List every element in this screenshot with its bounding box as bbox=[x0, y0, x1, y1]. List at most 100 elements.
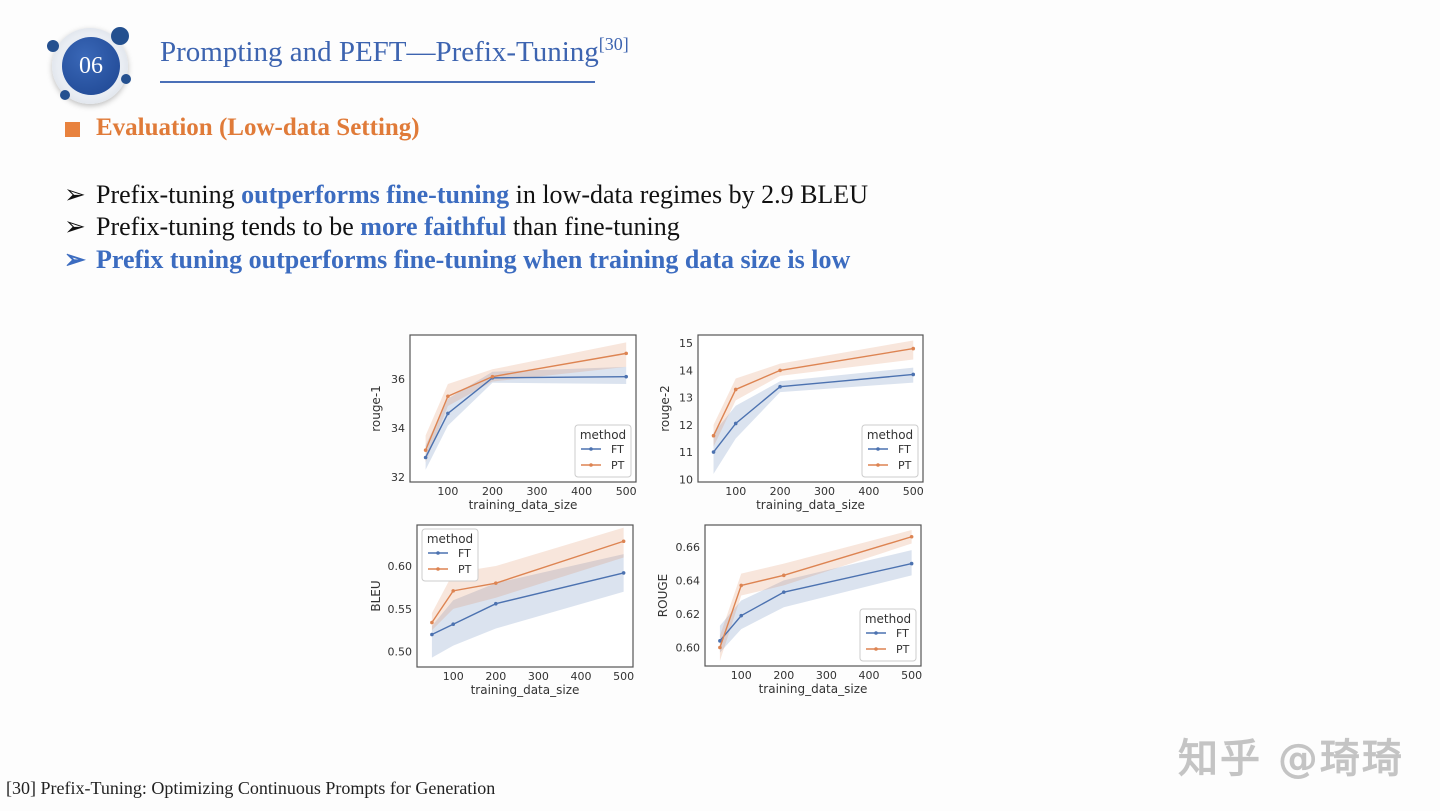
y-tick-label: 0.55 bbox=[388, 603, 413, 616]
data-point-pt bbox=[423, 448, 428, 452]
series-line-pt bbox=[719, 536, 912, 648]
data-point-pt bbox=[733, 387, 738, 392]
x-tick-label: 400 bbox=[859, 669, 880, 682]
legend-label: FT bbox=[611, 443, 624, 456]
x-tick-label: 100 bbox=[437, 485, 458, 498]
data-point-pt bbox=[494, 581, 498, 585]
slide-title-text: Prompting and PEFT—Prefix-Tuning bbox=[160, 36, 599, 68]
arrow-bullet-icon: ➢ bbox=[64, 180, 86, 209]
bullet-highlight: outperforms fine-tuning bbox=[241, 180, 510, 209]
y-tick-label: 13 bbox=[679, 392, 693, 405]
legend-title: method bbox=[427, 532, 473, 546]
badge-dot-icon bbox=[111, 27, 129, 45]
y-tick-label: 14 bbox=[679, 364, 693, 377]
y-tick-label: 12 bbox=[679, 419, 693, 432]
confidence-band-ft bbox=[713, 367, 914, 474]
y-tick-label: 10 bbox=[679, 473, 693, 486]
series-line-ft bbox=[424, 375, 627, 458]
legend-title: method bbox=[865, 612, 911, 626]
data-point-pt bbox=[446, 394, 450, 399]
x-tick-label: 500 bbox=[903, 485, 924, 498]
x-tick-label: 200 bbox=[773, 669, 794, 682]
legend-title: method bbox=[867, 428, 913, 442]
section-number: 06 bbox=[62, 37, 120, 95]
data-point-ft bbox=[911, 372, 916, 377]
x-tick-label: 100 bbox=[443, 670, 464, 683]
square-bullet-icon bbox=[65, 122, 80, 137]
chart-rouge-2: 100 200 300 400 500 10 11 12 13 14 15 training_data… bbox=[658, 334, 924, 512]
legend-label: PT bbox=[898, 459, 912, 472]
x-tick-label: 400 bbox=[571, 670, 592, 683]
data-point-pt bbox=[621, 539, 626, 544]
bullet-text: Prefix tuning outperforms fine-tuning wh… bbox=[96, 245, 851, 274]
section-heading: Evaluation (Low-data Setting) bbox=[96, 114, 420, 141]
data-point-ft bbox=[423, 455, 428, 460]
data-point-ft bbox=[718, 639, 722, 643]
legend-marker-ft bbox=[876, 447, 880, 451]
data-point-pt bbox=[711, 433, 716, 438]
legend-box bbox=[421, 528, 479, 582]
confidence-band-ft bbox=[425, 366, 627, 470]
badge-dot-icon bbox=[121, 74, 131, 84]
legend-label: FT bbox=[898, 443, 911, 456]
y-axis-label: ROUGE bbox=[656, 574, 670, 617]
data-point-pt bbox=[718, 645, 722, 650]
x-tick-label: 400 bbox=[858, 485, 879, 498]
legend-box bbox=[859, 608, 917, 662]
bullet-text: than fine-tuning bbox=[506, 212, 680, 241]
x-axis-label: training_data_size bbox=[759, 682, 868, 696]
data-point-pt bbox=[739, 583, 744, 588]
data-point-ft bbox=[451, 622, 456, 627]
y-tick-label: 0.62 bbox=[676, 608, 701, 621]
data-point-ft bbox=[621, 571, 626, 575]
data-point-pt bbox=[909, 534, 914, 539]
y-axis-label: rouge-2 bbox=[658, 385, 672, 432]
x-tick-label: 100 bbox=[725, 485, 746, 498]
y-tick-label: 36 bbox=[391, 373, 405, 386]
bullet-item: ➢ Prefix tuning outperforms fine-tuning w… bbox=[64, 245, 850, 275]
y-tick-label: 0.66 bbox=[676, 541, 701, 554]
arrow-bullet-icon: ➢ bbox=[64, 245, 86, 274]
y-tick-label: 11 bbox=[679, 446, 693, 459]
footnote: [30] Prefix-Tuning: Optimizing Continuou… bbox=[6, 778, 496, 798]
bullet-text: in low-data regimes by 2.9 BLEU bbox=[509, 180, 868, 209]
series-line-ft bbox=[431, 572, 624, 636]
series-line-ft bbox=[719, 562, 912, 642]
y-tick-label: 0.60 bbox=[676, 642, 701, 655]
y-tick-label: 0.50 bbox=[388, 646, 413, 659]
x-tick-label: 300 bbox=[814, 485, 835, 498]
bullet-item: ➢ Prefix-tuning outperforms fine-tuning i… bbox=[64, 180, 868, 210]
data-point-pt bbox=[782, 573, 786, 578]
data-point-pt bbox=[778, 368, 782, 373]
legend-box bbox=[861, 424, 919, 478]
confidence-band-pt bbox=[425, 342, 627, 463]
title-reference: [30] bbox=[598, 34, 629, 54]
x-tick-label: 500 bbox=[901, 669, 922, 682]
x-tick-label: 300 bbox=[816, 669, 837, 682]
arrow-bullet-icon: ➢ bbox=[64, 212, 86, 241]
y-tick-label: 0.60 bbox=[388, 560, 413, 573]
series-line-ft bbox=[712, 373, 914, 453]
data-point-pt bbox=[624, 351, 628, 356]
legend-title: method bbox=[580, 428, 626, 442]
slide-title: Prompting and PEFT—Prefix-Tuning[30] bbox=[160, 34, 629, 69]
legend-marker-ft bbox=[874, 631, 878, 635]
data-point-pt bbox=[911, 346, 916, 351]
legend-label: PT bbox=[611, 459, 625, 472]
data-point-pt bbox=[430, 620, 434, 625]
data-point-ft bbox=[909, 561, 914, 566]
legend-marker-pt bbox=[436, 567, 440, 571]
x-tick-label: 300 bbox=[528, 670, 549, 683]
legend-label: FT bbox=[458, 547, 471, 560]
x-tick-label: 200 bbox=[482, 485, 503, 498]
data-point-pt bbox=[490, 374, 495, 379]
legend-marker-pt bbox=[876, 463, 880, 467]
x-tick-label: 200 bbox=[770, 485, 791, 498]
confidence-band-pt bbox=[713, 340, 914, 447]
x-axis-label: training_data_size bbox=[471, 683, 580, 697]
x-tick-label: 300 bbox=[527, 485, 548, 498]
data-point-ft bbox=[430, 632, 434, 637]
chart-rouge-1: 100 200 300 400 500 32 34 36 training_data_size r… bbox=[370, 334, 637, 512]
data-point-ft bbox=[739, 613, 744, 618]
series-line-pt bbox=[712, 347, 914, 437]
